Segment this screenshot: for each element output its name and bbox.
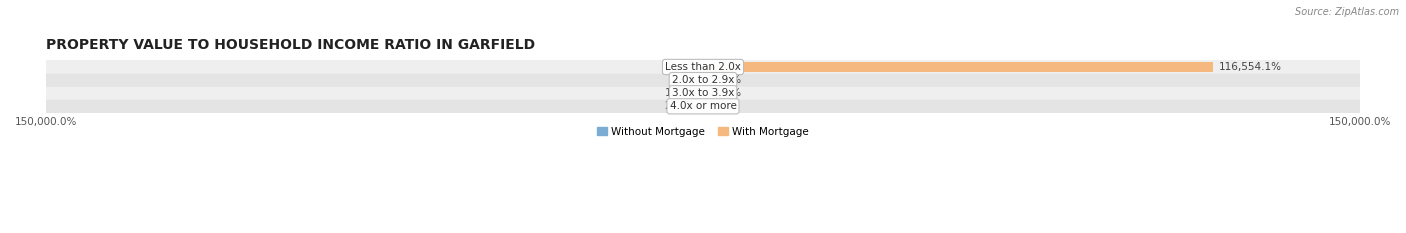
Text: 116,554.1%: 116,554.1% — [1219, 62, 1282, 72]
Text: 9.1%: 9.1% — [671, 75, 697, 85]
Bar — [46, 87, 1360, 100]
Text: 16.9%: 16.9% — [665, 88, 697, 98]
Bar — [703, 62, 1213, 72]
Text: Source: ZipAtlas.com: Source: ZipAtlas.com — [1295, 7, 1399, 17]
Text: 46.8%: 46.8% — [665, 62, 697, 72]
Text: 2.0x to 2.9x: 2.0x to 2.9x — [672, 75, 734, 85]
Text: 51.4%: 51.4% — [709, 75, 741, 85]
Text: PROPERTY VALUE TO HOUSEHOLD INCOME RATIO IN GARFIELD: PROPERTY VALUE TO HOUSEHOLD INCOME RATIO… — [46, 38, 536, 52]
Text: 3.0x to 3.9x: 3.0x to 3.9x — [672, 88, 734, 98]
Text: 4.0x or more: 4.0x or more — [669, 101, 737, 111]
Bar — [46, 100, 1360, 113]
Text: 21.6%: 21.6% — [709, 88, 741, 98]
Bar — [46, 74, 1360, 87]
Text: 26.0%: 26.0% — [665, 101, 697, 111]
Bar — [46, 60, 1360, 74]
Text: 9.5%: 9.5% — [709, 101, 735, 111]
Text: Less than 2.0x: Less than 2.0x — [665, 62, 741, 72]
Legend: Without Mortgage, With Mortgage: Without Mortgage, With Mortgage — [598, 127, 808, 137]
